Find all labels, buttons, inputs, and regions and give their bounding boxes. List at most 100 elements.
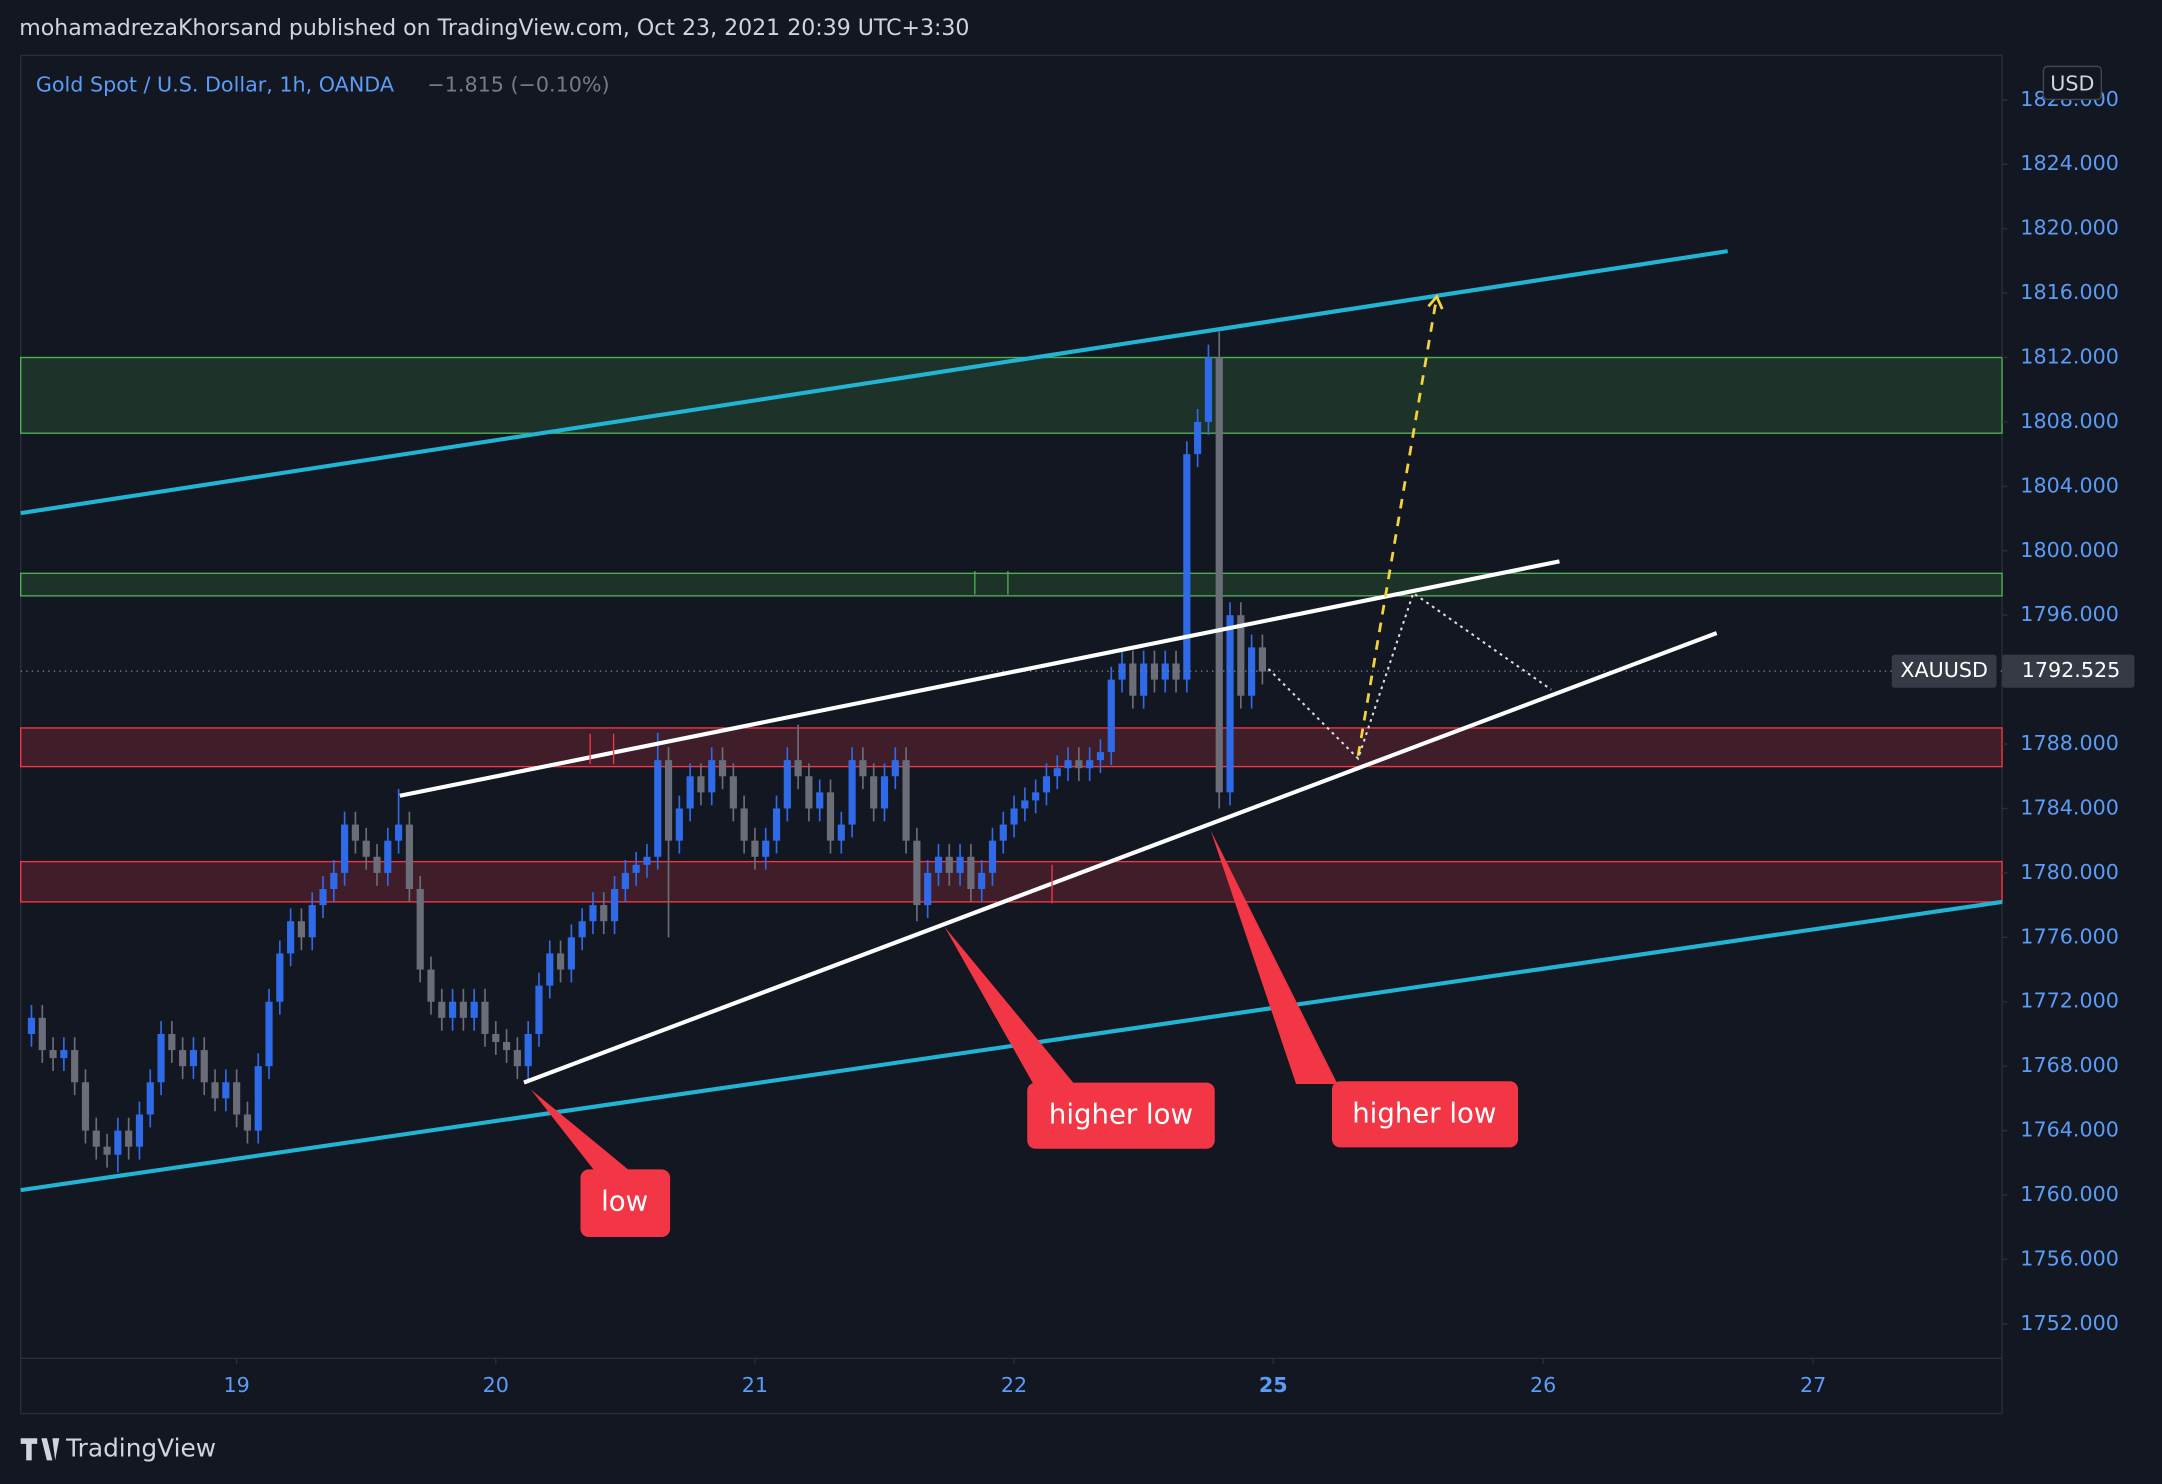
candle-body xyxy=(902,760,910,841)
y-tick-label: 1776.000 xyxy=(2020,924,2119,948)
candle-body xyxy=(567,937,575,970)
candle-body xyxy=(999,824,1007,841)
arrow-head xyxy=(1427,294,1444,310)
candle-body xyxy=(826,792,835,841)
candle-body xyxy=(449,1001,457,1018)
candle-body xyxy=(913,840,921,906)
candle-body xyxy=(1021,800,1029,809)
candle-body xyxy=(729,776,737,809)
y-tick-label: 1772.000 xyxy=(2020,989,2119,1013)
currency: USD xyxy=(2050,71,2094,95)
candle-body xyxy=(1258,647,1267,672)
brand-name: TradingView xyxy=(65,1433,216,1462)
trend-upper xyxy=(399,559,1560,798)
brand-logo xyxy=(20,1438,60,1461)
y-tick-label: 1788.000 xyxy=(2020,731,2119,755)
channel-top xyxy=(20,249,1728,516)
candle-body xyxy=(308,905,316,938)
candle-body xyxy=(556,953,565,970)
y-tick-label: 1816.000 xyxy=(2020,280,2119,304)
candle-body xyxy=(880,776,889,809)
candle-body xyxy=(1107,679,1115,753)
candle-body xyxy=(1064,760,1072,769)
zone xyxy=(19,356,2003,434)
x-tick-label: 27 xyxy=(1800,1373,1826,1397)
y-tick-label: 1760.000 xyxy=(2020,1182,2119,1206)
zone xyxy=(19,572,2003,597)
candle-body xyxy=(708,760,716,793)
y-tick-label: 1800.000 xyxy=(2020,538,2119,562)
candle-body xyxy=(978,872,986,890)
callout xyxy=(580,1169,671,1237)
candle-body xyxy=(254,1066,262,1131)
candle-body xyxy=(870,776,878,809)
candle-body xyxy=(610,889,619,922)
candle-body xyxy=(1086,760,1094,769)
legend-title: Gold Spot / U.S. Dollar, 1h, OANDA xyxy=(36,73,394,97)
candle-body xyxy=(60,1050,68,1059)
candle-body xyxy=(1075,760,1083,769)
symbol-box xyxy=(1891,654,1997,688)
candle-body xyxy=(438,1001,446,1018)
candle-body xyxy=(103,1146,111,1155)
candle-body xyxy=(276,953,284,1002)
candle-body xyxy=(1204,357,1213,422)
candle-body xyxy=(416,889,424,970)
price-box xyxy=(2002,654,2135,688)
candle-body xyxy=(654,760,662,857)
trend-lower xyxy=(523,631,1718,1085)
candle-body xyxy=(1118,663,1126,680)
y-tick-label: 1804.000 xyxy=(2020,473,2119,497)
candle-body xyxy=(675,808,683,841)
candle-body xyxy=(697,776,705,793)
candle-body xyxy=(470,1001,478,1018)
brand: TradingView xyxy=(20,1433,216,1462)
x-tick-label: 25 xyxy=(1259,1373,1288,1397)
x-tick-label: 20 xyxy=(483,1373,509,1397)
candle-body xyxy=(146,1082,154,1115)
y-tick-label: 1784.000 xyxy=(2020,795,2119,819)
x-tick-label: 22 xyxy=(1001,1373,1027,1397)
candle-body xyxy=(1194,421,1202,455)
last-price-label: 1792.525 xyxy=(2022,658,2121,682)
candle-body xyxy=(848,760,856,825)
x-tick-label: 19 xyxy=(223,1373,249,1397)
path-projection xyxy=(1267,591,1552,761)
candle-body xyxy=(492,1033,500,1043)
candle-body xyxy=(243,1114,252,1131)
candle-body xyxy=(330,872,338,890)
candle-body xyxy=(481,1001,489,1034)
candle-body xyxy=(351,824,359,841)
candle-body xyxy=(621,872,629,890)
candle-body xyxy=(783,760,791,809)
callout-text: higher low xyxy=(1352,1096,1496,1129)
legend-change: −1.815 (−0.10%) xyxy=(427,73,609,97)
candle-body xyxy=(513,1050,521,1067)
candle-body xyxy=(524,1033,532,1067)
candle-body xyxy=(751,840,759,857)
callout xyxy=(1331,1081,1519,1148)
y-tick-label: 1752.000 xyxy=(2020,1311,2119,1335)
candle-body xyxy=(362,840,370,857)
candle-body xyxy=(427,969,435,1002)
candle-body xyxy=(891,760,899,777)
callout-text: low xyxy=(601,1185,648,1218)
candle-body xyxy=(686,776,694,809)
candle-body xyxy=(1096,752,1105,761)
candle-body xyxy=(967,856,975,890)
candle-body xyxy=(49,1050,57,1059)
candle-body xyxy=(341,824,349,873)
candle-body xyxy=(502,1042,511,1051)
candle-body xyxy=(265,1001,273,1067)
candle-body xyxy=(1150,663,1159,680)
candle-body xyxy=(395,824,403,841)
candle-body xyxy=(934,856,943,873)
candle-body xyxy=(287,921,295,954)
y-tick-label: 1764.000 xyxy=(2020,1118,2119,1142)
y-tick-label: 1812.000 xyxy=(2020,344,2119,368)
y-tick-label: 1824.000 xyxy=(2020,151,2119,175)
callout xyxy=(1027,1082,1215,1149)
candle-body xyxy=(1215,357,1223,793)
candle-body xyxy=(816,792,824,809)
